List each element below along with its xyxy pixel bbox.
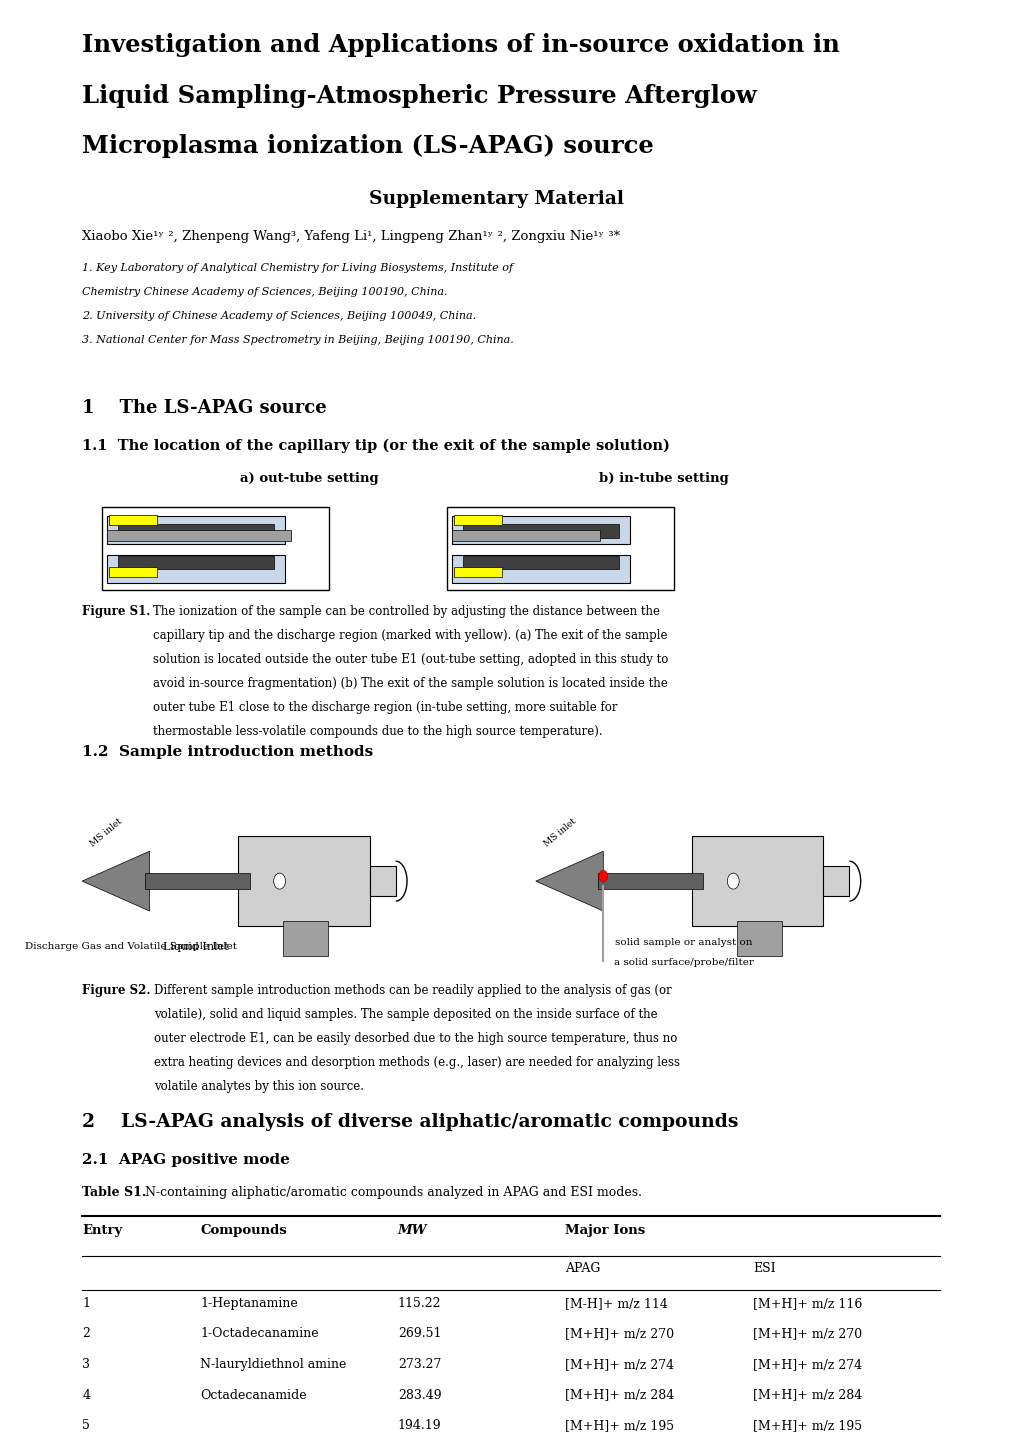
Text: Chemistry Chinese Academy of Sciences, Beijing 100190, China.: Chemistry Chinese Academy of Sciences, B… <box>83 287 447 297</box>
Text: 273.27: 273.27 <box>397 1358 440 1371</box>
Text: [M+H]+ m/z 270: [M+H]+ m/z 270 <box>752 1328 861 1341</box>
Text: thermostable less-volatile compounds due to the high source temperature).: thermostable less-volatile compounds due… <box>153 724 602 737</box>
Text: MW: MW <box>397 1224 427 1237</box>
Text: 194.19: 194.19 <box>397 1418 441 1431</box>
Text: [M+H]+ m/z 284: [M+H]+ m/z 284 <box>752 1388 861 1401</box>
Circle shape <box>273 873 285 889</box>
Bar <box>107 554 284 583</box>
Text: MS inlet: MS inlet <box>89 817 124 848</box>
Circle shape <box>727 873 739 889</box>
Text: 1-Heptanamine: 1-Heptanamine <box>201 1297 298 1310</box>
Text: Investigation and Applications of in-source oxidation in: Investigation and Applications of in-sou… <box>83 33 839 58</box>
Text: Liquid Sampling-Atmospheric Pressure Afterglow: Liquid Sampling-Atmospheric Pressure Aft… <box>83 84 756 108</box>
Text: 2.1  APAG positive mode: 2.1 APAG positive mode <box>83 1153 289 1167</box>
Text: 3. National Center for Mass Spectrometry in Beijing, Beijing 100190, China.: 3. National Center for Mass Spectrometry… <box>83 335 514 345</box>
Text: 1.2  Sample introduction methods: 1.2 Sample introduction methods <box>83 745 373 759</box>
Text: N-containing aliphatic/aromatic compounds analyzed in APAG and ESI modes.: N-containing aliphatic/aromatic compound… <box>142 1186 642 1199</box>
Text: Entry: Entry <box>83 1224 122 1237</box>
Text: ESI: ESI <box>752 1263 774 1276</box>
Text: a solid surface/probe/filter: a solid surface/probe/filter <box>613 958 753 967</box>
Bar <box>109 567 157 577</box>
Text: The ionization of the sample can be controlled by adjusting the distance between: The ionization of the sample can be cont… <box>153 605 659 618</box>
Bar <box>117 556 273 569</box>
Bar <box>451 554 630 583</box>
Bar <box>822 866 849 896</box>
Text: outer tube E1 close to the discharge region (in-tube setting, more suitable for: outer tube E1 close to the discharge reg… <box>153 701 618 714</box>
Polygon shape <box>83 851 150 911</box>
Circle shape <box>598 870 607 882</box>
Text: [M+H]+ m/z 195: [M+H]+ m/z 195 <box>752 1418 861 1431</box>
Bar <box>691 837 822 926</box>
Text: 269.51: 269.51 <box>397 1328 441 1341</box>
Text: N-lauryldiethnol amine: N-lauryldiethnol amine <box>201 1358 346 1371</box>
Text: 1: 1 <box>83 1297 90 1310</box>
Text: 115.22: 115.22 <box>397 1297 441 1310</box>
Bar <box>107 530 291 541</box>
Bar <box>446 506 674 590</box>
Text: Microplasma ionization (LS-APAG) source: Microplasma ionization (LS-APAG) source <box>83 134 653 159</box>
Text: Major Ions: Major Ions <box>565 1224 645 1237</box>
Bar <box>283 921 328 955</box>
Text: 2    LS-APAG analysis of diverse aliphatic/aromatic compounds: 2 LS-APAG analysis of diverse aliphatic/… <box>83 1113 738 1131</box>
Text: 4: 4 <box>83 1388 90 1401</box>
Bar <box>737 921 782 955</box>
Text: 5: 5 <box>83 1418 90 1431</box>
Text: avoid in-source fragmentation) (b) The exit of the sample solution is located in: avoid in-source fragmentation) (b) The e… <box>153 677 667 690</box>
Text: 1. Key Laboratory of Analytical Chemistry for Living Biosystems, Institute of: 1. Key Laboratory of Analytical Chemistr… <box>83 263 513 273</box>
Text: a) out-tube setting: a) out-tube setting <box>239 472 378 485</box>
Text: [M+H]+ m/z 284: [M+H]+ m/z 284 <box>565 1388 674 1401</box>
Text: 2: 2 <box>83 1328 90 1341</box>
Text: [M+H]+ m/z 274: [M+H]+ m/z 274 <box>565 1358 674 1371</box>
Bar <box>598 873 703 889</box>
Text: [M+H]+ m/z 116: [M+H]+ m/z 116 <box>752 1297 861 1310</box>
Text: Liquid Inlet: Liquid Inlet <box>163 942 228 951</box>
Bar <box>117 524 273 538</box>
Text: Compounds: Compounds <box>201 1224 287 1237</box>
Text: outer electrode E1, can be easily desorbed due to the high source temperature, t: outer electrode E1, can be easily desorb… <box>154 1032 677 1045</box>
Text: Figure S1.: Figure S1. <box>83 605 151 618</box>
Text: Figure S2.: Figure S2. <box>83 984 151 997</box>
Text: 283.49: 283.49 <box>397 1388 441 1401</box>
Bar <box>463 556 619 569</box>
Text: b) in-tube setting: b) in-tube setting <box>598 472 729 485</box>
Text: volatile), solid and liquid samples. The sample deposited on the inside surface : volatile), solid and liquid samples. The… <box>154 1009 657 1022</box>
Text: [M+H]+ m/z 195: [M+H]+ m/z 195 <box>565 1418 674 1431</box>
Text: Different sample introduction methods can be readily applied to the analysis of : Different sample introduction methods ca… <box>154 984 672 997</box>
Text: extra heating devices and desorption methods (e.g., laser) are needed for analyz: extra heating devices and desorption met… <box>154 1056 680 1069</box>
Text: solution is located outside the outer tube E1 (out-tube setting, adopted in this: solution is located outside the outer tu… <box>153 654 667 667</box>
Text: Discharge Gas and Volatile Sample Inlet: Discharge Gas and Volatile Sample Inlet <box>25 942 237 951</box>
Bar <box>109 515 157 525</box>
Text: 2. University of Chinese Academy of Sciences, Beijing 100049, China.: 2. University of Chinese Academy of Scie… <box>83 312 476 322</box>
Polygon shape <box>535 851 602 911</box>
Text: volatile analytes by this ion source.: volatile analytes by this ion source. <box>154 1079 364 1092</box>
Bar <box>238 837 369 926</box>
Text: Xiaobo Xie¹ʸ ², Zhenpeng Wang³, Yafeng Li¹, Lingpeng Zhan¹ʸ ², Zongxiu Nie¹ʸ ³*: Xiaobo Xie¹ʸ ², Zhenpeng Wang³, Yafeng L… <box>83 229 620 242</box>
Text: 3: 3 <box>83 1358 90 1371</box>
Text: [M-H]+ m/z 114: [M-H]+ m/z 114 <box>565 1297 667 1310</box>
Text: solid sample or analyst on: solid sample or analyst on <box>614 938 752 947</box>
Bar <box>451 530 599 541</box>
Bar <box>145 873 250 889</box>
Text: 1-Octadecanamine: 1-Octadecanamine <box>201 1328 319 1341</box>
Text: APAG: APAG <box>565 1263 600 1276</box>
Bar <box>463 524 619 538</box>
Text: Table S1.: Table S1. <box>83 1186 147 1199</box>
Bar <box>369 866 395 896</box>
Text: Supplementary Material: Supplementary Material <box>369 190 624 208</box>
Text: 1    The LS-APAG source: 1 The LS-APAG source <box>83 400 326 417</box>
Text: capillary tip and the discharge region (marked with yellow). (a) The exit of the: capillary tip and the discharge region (… <box>153 629 667 642</box>
Bar <box>453 515 501 525</box>
Text: [M+H]+ m/z 274: [M+H]+ m/z 274 <box>752 1358 861 1371</box>
Bar <box>451 517 630 544</box>
Text: Octadecanamide: Octadecanamide <box>201 1388 307 1401</box>
Bar <box>453 567 501 577</box>
Text: [M+H]+ m/z 270: [M+H]+ m/z 270 <box>565 1328 674 1341</box>
Text: MS inlet: MS inlet <box>542 817 578 848</box>
Bar <box>102 506 328 590</box>
Bar <box>107 517 284 544</box>
Text: 1.1  The location of the capillary tip (or the exit of the sample solution): 1.1 The location of the capillary tip (o… <box>83 439 669 453</box>
